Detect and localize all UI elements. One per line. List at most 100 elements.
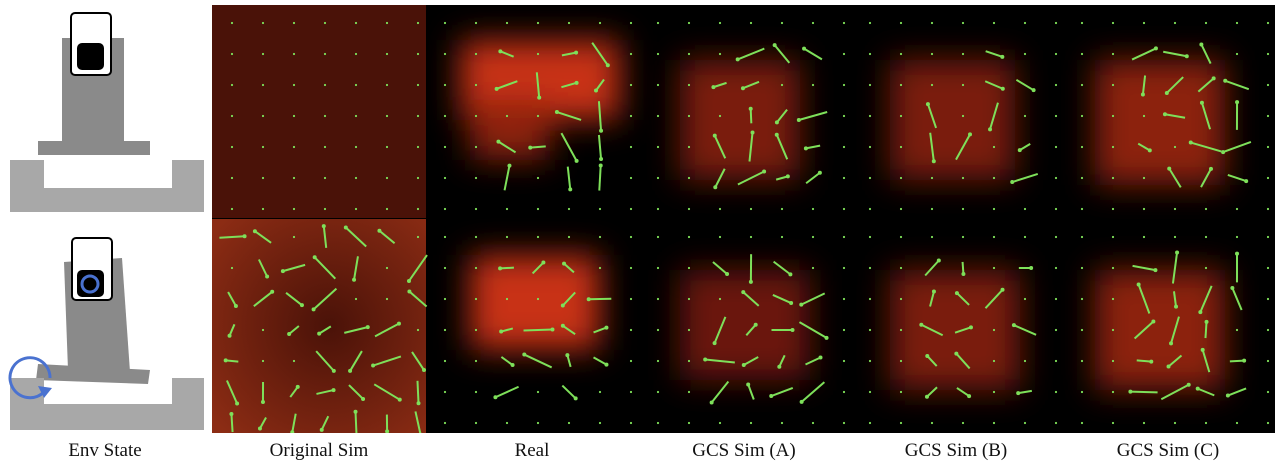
- vector-dot: [900, 115, 902, 117]
- vector-head: [1154, 46, 1158, 50]
- vector-head: [1167, 364, 1171, 368]
- vector-head: [955, 291, 959, 295]
- vector-dot: [444, 298, 446, 300]
- vector-head: [1029, 266, 1033, 270]
- vector-dot: [1267, 391, 1269, 393]
- vector-head: [300, 303, 304, 307]
- vector-dot: [475, 391, 477, 393]
- vector-dot: [568, 22, 570, 24]
- vector-dot: [843, 391, 845, 393]
- vector-head: [265, 275, 269, 279]
- vector-head: [1032, 88, 1036, 92]
- vector-head: [555, 110, 559, 114]
- vector-head: [988, 127, 992, 131]
- vector-dot: [293, 177, 295, 179]
- vector-head: [736, 57, 740, 61]
- vector-dot: [657, 208, 659, 210]
- vector-dot: [688, 115, 690, 117]
- vector-head: [804, 146, 808, 150]
- vector-dot: [475, 329, 477, 331]
- vector-dot: [719, 22, 721, 24]
- figure: Env State Original Sim Real GCS Sim (A) …: [0, 0, 1281, 468]
- vector-dot: [1143, 115, 1145, 117]
- vector-dot: [688, 22, 690, 24]
- vector-dot: [599, 236, 601, 238]
- vector-head: [773, 43, 777, 47]
- vector-dot: [688, 236, 690, 238]
- vector-head: [606, 63, 610, 67]
- column-label: GCS Sim (A): [692, 440, 795, 461]
- vector-dot: [900, 146, 902, 148]
- vector-dot: [1112, 115, 1114, 117]
- vector-dot: [293, 22, 295, 24]
- env-state-top: [10, 13, 204, 212]
- vector-dot: [630, 53, 632, 55]
- vector-dot: [962, 177, 964, 179]
- vector-dot: [1267, 146, 1269, 148]
- vector-dot: [417, 84, 419, 86]
- vector-dot: [869, 177, 871, 179]
- vector-dot: [1267, 84, 1269, 86]
- vector-head: [235, 402, 239, 406]
- vector-head: [1148, 148, 1152, 152]
- vector-head: [1001, 87, 1005, 91]
- vector-head: [741, 290, 745, 294]
- vector-dot: [1236, 422, 1238, 424]
- vector-head: [1169, 341, 1173, 345]
- vector-head: [234, 304, 238, 308]
- vector-dot: [262, 146, 264, 148]
- vector-head: [1010, 180, 1014, 184]
- vector-head: [1196, 387, 1200, 391]
- vector-head: [749, 107, 753, 111]
- column-label: Original Sim: [270, 440, 369, 461]
- vector-dot: [417, 236, 419, 238]
- vector-dot: [1081, 115, 1083, 117]
- vector-head: [1149, 360, 1153, 364]
- vector-dot: [1024, 115, 1026, 117]
- vector-dot: [869, 360, 871, 362]
- vector-dot: [1081, 84, 1083, 86]
- vector-dot: [1024, 236, 1026, 238]
- vector-dot: [293, 236, 295, 238]
- vector-dot: [475, 146, 477, 148]
- vector-dot: [444, 22, 446, 24]
- vector-head: [1200, 101, 1204, 105]
- vector-dot: [1081, 146, 1083, 148]
- vector-dot: [657, 146, 659, 148]
- vector-dot: [262, 177, 264, 179]
- vector-head: [261, 400, 265, 404]
- vector-head: [1137, 282, 1141, 286]
- vector-head: [522, 353, 526, 357]
- vector-dot: [386, 84, 388, 86]
- vector-head: [354, 410, 358, 414]
- vector-dot: [1055, 360, 1057, 362]
- vector-head: [926, 102, 930, 106]
- vector-head: [1167, 167, 1171, 171]
- vector-head: [1151, 320, 1155, 324]
- vector-dot: [355, 146, 357, 148]
- vector-dot: [386, 267, 388, 269]
- vector-dot: [231, 53, 233, 55]
- vector-head: [1174, 305, 1178, 309]
- vector-dot: [1112, 53, 1114, 55]
- vector-dot: [386, 22, 388, 24]
- vector-dot: [568, 422, 570, 424]
- vector-dot: [599, 422, 601, 424]
- vector-dot: [506, 298, 508, 300]
- vector-head: [741, 86, 745, 90]
- vector-dot: [900, 22, 902, 24]
- vector-dot: [657, 236, 659, 238]
- column-label: GCS Sim (B): [905, 440, 1007, 461]
- vector-head: [398, 398, 402, 402]
- vector-head: [397, 322, 401, 326]
- vector-dot: [630, 146, 632, 148]
- vector-dot: [1112, 146, 1114, 148]
- vector-dot: [781, 84, 783, 86]
- vector-dot: [688, 177, 690, 179]
- vector-head: [371, 364, 375, 368]
- vector-dot: [869, 422, 871, 424]
- vector-head: [1244, 179, 1248, 183]
- vector-head: [407, 289, 411, 293]
- vector-head: [751, 130, 755, 134]
- vector-dot: [993, 391, 995, 393]
